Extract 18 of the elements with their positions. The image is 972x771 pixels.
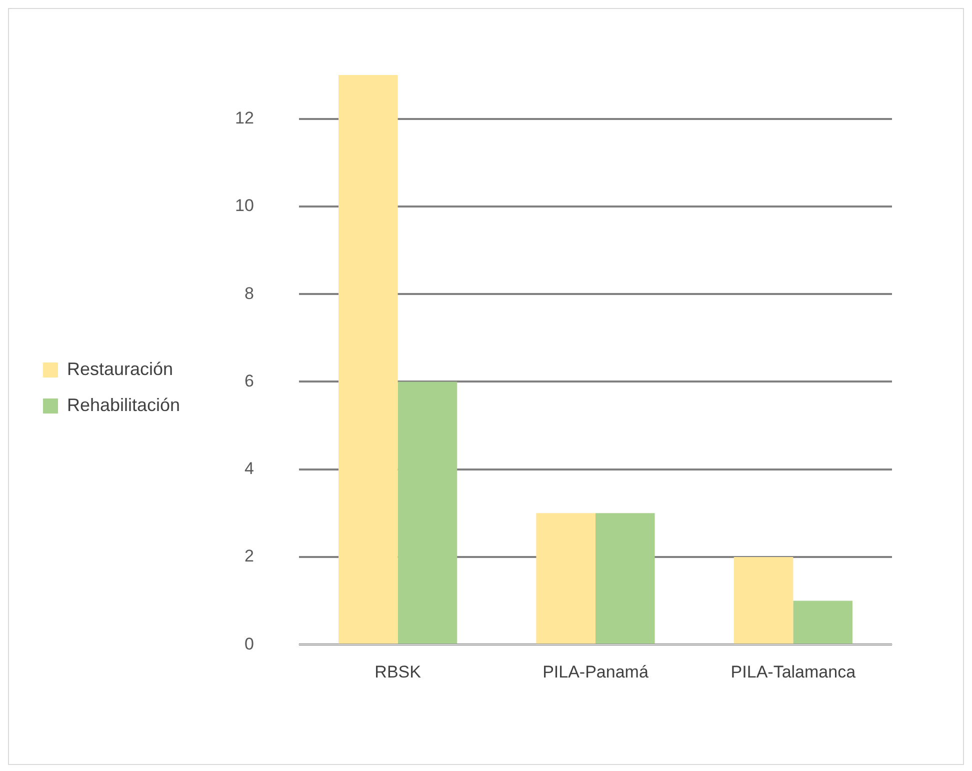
legend-label: Rehabilitación [67,394,180,415]
y-tick-label: 0 [244,634,254,654]
bar [734,556,794,644]
y-tick-label: 4 [244,459,254,478]
bar [338,75,398,644]
y-tick-label: 8 [244,284,254,303]
y-tick-label: 10 [235,196,254,216]
x-tick-label: RBSK [374,662,422,682]
x-tick-label: PILA-Talamanca [730,662,856,682]
bar [793,600,852,644]
bar [398,382,458,644]
bar [595,513,655,644]
y-tick-label: 6 [244,371,254,390]
y-tick-label: 12 [235,108,254,128]
x-tick-label: PILA-Panamá [542,662,649,682]
y-tick-label: 2 [244,546,254,566]
bar [536,513,596,644]
legend-label: Restauración [67,358,174,379]
